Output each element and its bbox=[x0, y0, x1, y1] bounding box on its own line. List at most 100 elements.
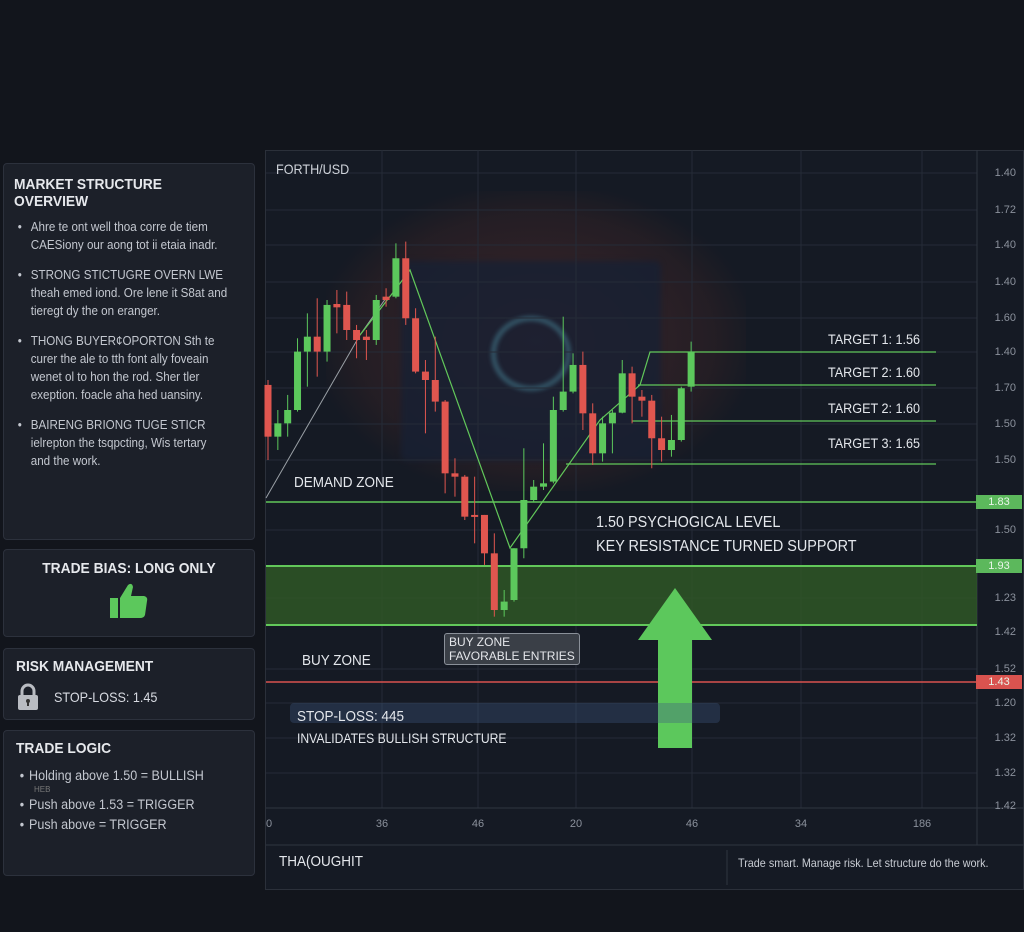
y-tick-label: 1.40 bbox=[994, 167, 1016, 179]
target-label: TARGET 3: 1.65 bbox=[828, 435, 920, 451]
candle-body bbox=[677, 388, 685, 440]
candle-body bbox=[589, 413, 597, 454]
buy-zone-band bbox=[266, 566, 977, 625]
candle-up bbox=[559, 316, 567, 412]
candle-down bbox=[480, 514, 488, 565]
candle-down bbox=[490, 533, 498, 617]
list-item: Push above 1.53 = TRIGGER bbox=[16, 796, 226, 814]
candle-down bbox=[264, 379, 272, 460]
y-tick-label: 1.50 bbox=[994, 454, 1016, 466]
y-tick-label: 1.42 bbox=[994, 626, 1016, 638]
risk-management-panel: RISK MANAGEMENT STOP-LOSS: 1.45 bbox=[3, 648, 255, 720]
candle-body bbox=[490, 553, 498, 610]
candle-body bbox=[284, 409, 292, 424]
candle-down bbox=[362, 329, 370, 360]
y-tick-label: 1.23 bbox=[994, 592, 1016, 604]
candle-down bbox=[628, 366, 636, 424]
candle-up bbox=[608, 409, 616, 454]
candle-down bbox=[471, 476, 479, 544]
candle-body bbox=[638, 396, 646, 401]
thumbs-up-icon bbox=[110, 583, 148, 618]
candle-down bbox=[382, 288, 390, 307]
candle-up bbox=[520, 448, 528, 559]
candle-body bbox=[569, 364, 577, 392]
candle-body bbox=[264, 384, 272, 437]
buy-zone-callout: BUY ZONE FAVORABLE ENTRIES bbox=[444, 633, 580, 665]
buy-zone-callout-line2: FAVORABLE ENTRIES bbox=[449, 649, 575, 663]
candle-body bbox=[667, 439, 675, 450]
candle-down bbox=[431, 336, 439, 412]
candle-down bbox=[579, 351, 587, 430]
trade-logic-subnote: HEB bbox=[34, 785, 51, 794]
candle-up bbox=[392, 243, 400, 299]
candle-down bbox=[451, 458, 459, 497]
candle-body bbox=[294, 351, 302, 410]
candle-down bbox=[589, 403, 597, 465]
list-item: BAIRENG BRIONG TUGE STICR ielrepton the … bbox=[14, 416, 228, 470]
y-tick-label: 1.42 bbox=[994, 800, 1016, 812]
price-badge-stop: 1.43 bbox=[976, 675, 1022, 689]
candle-body bbox=[313, 336, 321, 352]
candle-up bbox=[530, 479, 538, 502]
demand-zone-label: DEMAND ZONE bbox=[294, 474, 394, 491]
candle-down bbox=[333, 289, 341, 334]
candle-body bbox=[353, 329, 361, 340]
candle-body bbox=[520, 499, 528, 549]
candle-up bbox=[284, 394, 292, 437]
y-tick-label: 1.32 bbox=[994, 767, 1016, 779]
x-tick-label: 186 bbox=[912, 818, 932, 830]
list-item: Ahre te ont well thoa corre de tiem CAES… bbox=[14, 218, 228, 254]
candle-body bbox=[559, 391, 567, 410]
up-arrow-icon bbox=[638, 588, 712, 748]
x-tick-label: 46 bbox=[685, 818, 699, 830]
candle-up bbox=[303, 313, 311, 387]
lock-icon bbox=[18, 683, 38, 710]
y-tick-label: 1.52 bbox=[994, 663, 1016, 675]
market-structure-panel: MARKET STRUCTURE OVERVIEW Ahre te ont we… bbox=[3, 163, 255, 540]
price-badge-zone: 1.93 bbox=[976, 559, 1022, 573]
y-tick-label: 1.20 bbox=[994, 697, 1016, 709]
candle-up bbox=[294, 338, 302, 412]
candle-down bbox=[353, 324, 361, 359]
candle-up bbox=[618, 359, 626, 414]
invalidates-label: INVALIDATES BULLISH STRUCTURE bbox=[297, 731, 507, 746]
candle-body bbox=[323, 304, 331, 352]
candle-up bbox=[677, 386, 685, 442]
candle-body bbox=[599, 423, 607, 454]
candle-body bbox=[510, 548, 518, 600]
y-tick-label: 1.70 bbox=[994, 382, 1016, 394]
y-tick-label: 1.50 bbox=[994, 524, 1016, 536]
candle-body bbox=[608, 412, 616, 424]
buy-zone-callout-line1: BUY ZONE bbox=[449, 635, 511, 649]
y-tick-label: 1.72 bbox=[994, 204, 1016, 216]
candle-body bbox=[530, 486, 538, 500]
candle-body bbox=[421, 371, 429, 380]
key-resistance-label: KEY RESISTANCE TURNED SUPPORT bbox=[596, 538, 857, 555]
chart-symbol: FORTH/USD bbox=[276, 161, 350, 177]
list-item: THONG BUYER¢OPORTON Sth te curer the ale… bbox=[14, 332, 228, 404]
list-item: Push above = TRIGGER bbox=[16, 816, 226, 834]
candle-up bbox=[540, 443, 548, 490]
candle-body bbox=[362, 336, 370, 340]
candle-up bbox=[549, 396, 557, 484]
candle-body bbox=[500, 601, 508, 610]
candle-body bbox=[549, 409, 557, 482]
trade-logic-title: TRADE LOGIC bbox=[16, 740, 112, 757]
candle-body bbox=[382, 296, 390, 300]
y-tick-label: 1.40 bbox=[994, 346, 1016, 358]
list-item: STRONG STICTUGRE OVERN LWE theah emed io… bbox=[14, 266, 228, 320]
candle-body bbox=[372, 299, 380, 340]
candle-body bbox=[392, 258, 400, 297]
footer-tagline: Trade smart. Manage risk. Let structure … bbox=[738, 856, 989, 870]
y-tick-label: 1.40 bbox=[994, 239, 1016, 251]
candles bbox=[264, 241, 695, 617]
candle-up bbox=[500, 589, 508, 617]
candle-up bbox=[667, 414, 675, 457]
stop-loss-value: STOP-LOSS: 1.45 bbox=[54, 689, 158, 705]
candle-body bbox=[412, 318, 420, 372]
candle-up bbox=[510, 548, 518, 602]
y-tick-label: 1.40 bbox=[994, 276, 1016, 288]
stop-loss-glow bbox=[290, 703, 720, 723]
candle-up bbox=[599, 416, 607, 462]
